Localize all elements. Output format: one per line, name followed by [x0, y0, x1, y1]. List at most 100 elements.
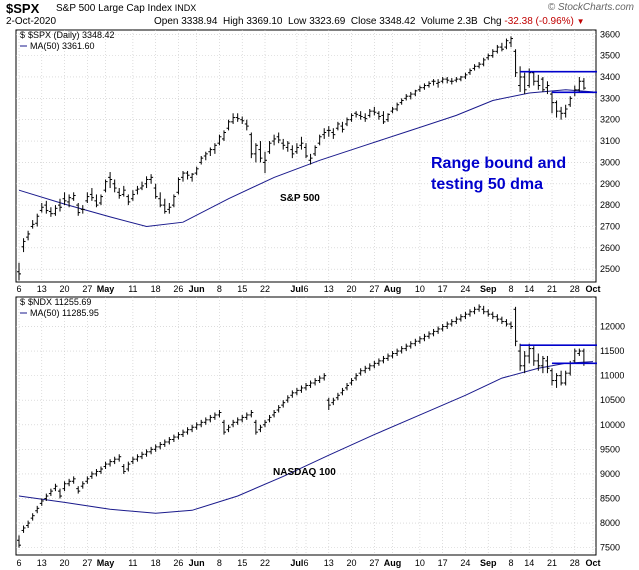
ohlc-bar: [522, 351, 527, 374]
ohlc-bar: [258, 424, 263, 433]
ohlc-bar: [417, 85, 422, 92]
ma50-line: [18, 361, 594, 514]
ohlc-bar: [231, 113, 236, 124]
ohlc-bar: [559, 370, 564, 386]
x-tick-label: 20: [60, 558, 70, 568]
ohlc-bar: [304, 143, 308, 159]
down-triangle-icon: ▼: [576, 17, 585, 26]
ohlc-bar: [413, 89, 418, 97]
ohlc-bar: [408, 341, 413, 349]
ohlc-bar: [504, 38, 509, 50]
ohlc-bar: [554, 373, 559, 388]
y-tick-label: 11500: [600, 346, 624, 356]
ohlc-bar: [126, 194, 131, 206]
ohlc-bar: [53, 483, 58, 492]
x-tick-label: 13: [324, 284, 334, 294]
x-tick-label: 28: [570, 558, 580, 568]
ohlc-bar: [386, 113, 390, 122]
ohlc-bar: [235, 417, 240, 425]
instrument-name: S&P 500 Large Cap Index INDX: [56, 3, 196, 14]
ohlc-bar: [144, 176, 149, 189]
ohlc-bar: [17, 535, 21, 548]
ohlc-bar: [149, 446, 154, 455]
change-value: -32.38 (-0.96%): [504, 16, 574, 27]
ohlc-bar: [354, 111, 359, 118]
ohlc-bar: [308, 153, 313, 165]
x-tick-label: Oct: [585, 284, 600, 294]
ohlc-bar: [285, 395, 290, 403]
ohlc-bar: [536, 353, 541, 371]
ohlc-bar: [85, 476, 90, 484]
ohlc-bar: [440, 76, 445, 84]
ohlc-bar: [513, 49, 518, 77]
ohlc-bar: [53, 205, 58, 216]
ohlc-bar: [545, 81, 550, 95]
legend-price-marker: $: [20, 30, 25, 40]
ohlc-bar: [458, 75, 463, 82]
y-tick-label: 3500: [600, 51, 620, 61]
ohlc-bar: [499, 316, 504, 325]
ohlc-bar: [194, 422, 199, 430]
ohlc-bar: [203, 151, 208, 161]
ohlc-bar: [249, 132, 254, 159]
ohlc-bar: [322, 373, 327, 381]
ohlc-bar: [199, 156, 204, 165]
chart-header: $SPX S&P 500 Large Cap Index INDX © Stoc…: [6, 0, 634, 28]
volume-label: Volume: [420, 16, 455, 27]
ohlc-bar: [44, 200, 49, 214]
ohlc-bar: [153, 444, 158, 452]
ohlc-bar: [427, 81, 431, 88]
ohlc-bar: [121, 185, 126, 197]
ohlc-bar: [158, 441, 163, 450]
ohlc-bar: [563, 370, 568, 386]
ohlc-bar: [58, 488, 62, 499]
x-tick-label: Aug: [384, 558, 402, 568]
ohlc-bar: [358, 368, 363, 376]
ohlc-bar: [62, 192, 67, 206]
ohlc-bar: [281, 138, 286, 150]
ohlc-bar: [290, 390, 295, 398]
ohlc-bar: [39, 498, 44, 506]
ohlc-bar: [208, 414, 213, 423]
ohlc-bar: [235, 113, 240, 122]
ohlc-bar: [463, 72, 468, 80]
legend-price: $NDX 11255.69: [28, 297, 91, 307]
ohlc-bar: [244, 119, 249, 131]
ohlc-bar: [249, 410, 254, 418]
y-tick-label: 2700: [600, 221, 620, 231]
ohlc-bar: [26, 230, 31, 241]
ohlc-bar: [445, 321, 450, 329]
x-tick-label: 13: [37, 284, 47, 294]
ohlc-bar: [185, 427, 190, 435]
x-tick-label: 28: [570, 284, 580, 294]
ohlc-bar: [140, 451, 144, 460]
x-tick-label: 20: [347, 558, 357, 568]
y-tick-label: 9500: [600, 444, 620, 454]
ohlc-bar: [513, 306, 518, 347]
ohlc-bar: [171, 434, 176, 442]
ohlc-bar: [44, 493, 49, 501]
ohlc-bar: [167, 437, 172, 445]
ohlc-bar: [181, 429, 185, 438]
ohlc-bar: [490, 49, 495, 58]
x-tick-label: 21: [547, 558, 557, 568]
ohlc-bar: [509, 321, 513, 329]
ohlc-bar: [322, 128, 327, 139]
x-tick-label: 21: [547, 284, 557, 294]
ohlc-bar: [363, 113, 368, 122]
ohlc-bar: [399, 98, 404, 105]
ohlc-bar: [313, 145, 318, 156]
ohlc-bar: [577, 76, 582, 92]
ohlc-bar: [35, 213, 40, 227]
ohlc-bar: [326, 397, 331, 411]
ohlc-bar: [395, 102, 400, 112]
ohlc-bar: [99, 194, 103, 206]
ohlc-bar: [449, 319, 454, 327]
ohlc-bar: [185, 170, 190, 180]
ohlc-bar: [313, 378, 318, 386]
ohlc-bar: [194, 166, 199, 176]
ohlc-bar: [258, 141, 263, 163]
open-value: 3338.94: [181, 16, 218, 27]
y-tick-label: 12000: [600, 321, 625, 331]
ohlc-bar: [367, 109, 372, 118]
